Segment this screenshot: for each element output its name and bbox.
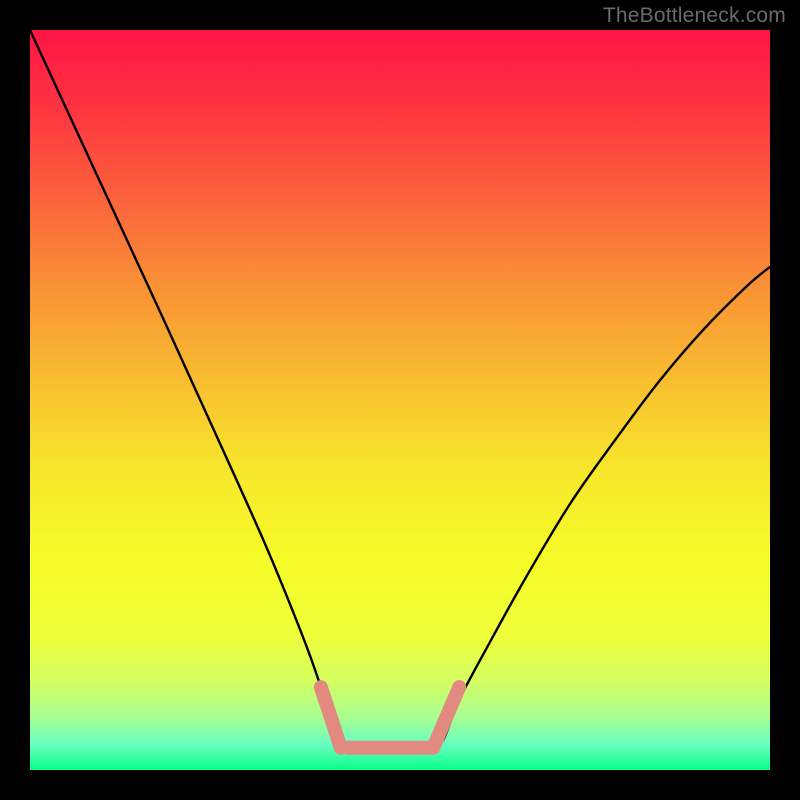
bottleneck-curve bbox=[30, 30, 770, 748]
highlight-segments bbox=[321, 687, 459, 748]
highlight-segment bbox=[433, 687, 459, 748]
watermark-text: TheBottleneck.com bbox=[603, 4, 786, 28]
highlight-segment bbox=[321, 687, 341, 748]
curve-layer bbox=[30, 30, 770, 770]
chart-plot-area bbox=[30, 30, 770, 770]
